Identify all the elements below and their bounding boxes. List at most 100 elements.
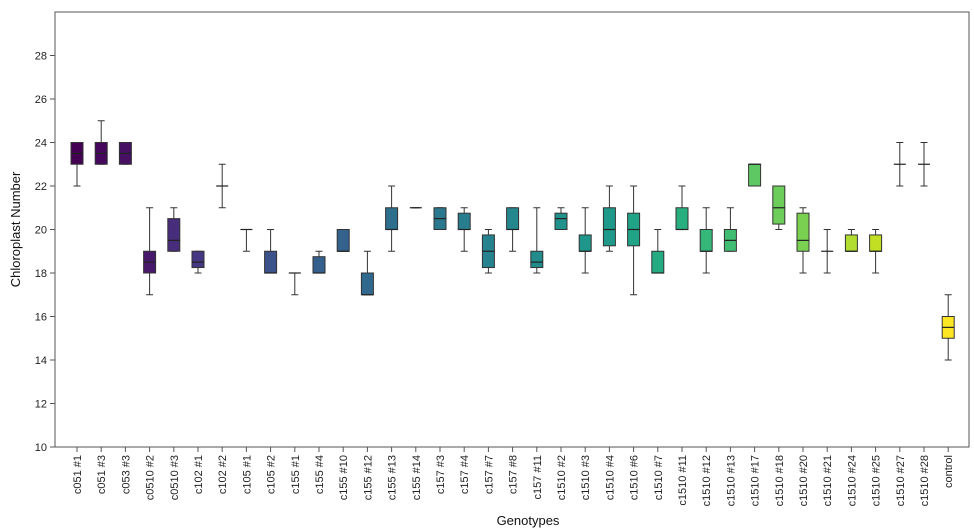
box-c157-3 — [433, 207, 447, 230]
x-tick-label: c1510 #20 — [798, 455, 810, 506]
x-tick-label: c102 #2 — [217, 455, 229, 494]
boxes-layer — [70, 120, 955, 361]
x-tick-label: c157 #3 — [435, 455, 447, 494]
x-tick-label: c1510 #6 — [629, 455, 641, 500]
x-tick-label: c102 #1 — [193, 455, 205, 494]
y-tick-label: 20 — [35, 225, 47, 237]
y-tick-label: 14 — [35, 355, 47, 367]
box-c102-1 — [191, 250, 205, 274]
box-c102-2 — [216, 163, 229, 209]
x-tick-label: c155 #10 — [338, 455, 350, 500]
box-c051-3 — [94, 120, 108, 165]
iqr-box — [506, 207, 520, 230]
x-tick-label: c157 #11 — [532, 455, 544, 499]
iqr-box — [360, 272, 374, 296]
iqr-box — [167, 218, 181, 252]
box-c1510-27 — [893, 142, 906, 187]
y-tick-label: 22 — [35, 181, 47, 193]
box-c053-3 — [118, 142, 132, 165]
box-c155-1 — [288, 272, 301, 296]
box-c1510-25 — [869, 229, 883, 274]
x-tick-label: c105 #2 — [266, 455, 278, 494]
iqr-box — [530, 250, 544, 269]
box-c155-12 — [360, 250, 374, 296]
box-c1510-24 — [844, 229, 858, 252]
box-c155-13 — [385, 185, 399, 252]
iqr-box — [336, 229, 350, 252]
box-c051-1 — [70, 142, 84, 187]
y-tick-label: 28 — [35, 51, 47, 63]
y-tick-label: 18 — [35, 268, 47, 280]
box-c1510-3 — [578, 207, 592, 274]
box-c1510-2 — [554, 207, 568, 230]
x-tick-label: c0510 #3 — [169, 455, 181, 500]
x-tick-label: c1510 #21 — [822, 455, 834, 506]
iqr-box — [699, 229, 713, 252]
box-c155-4 — [312, 250, 326, 274]
x-tick-label: c155 #14 — [411, 455, 423, 500]
box-c105-2 — [264, 229, 278, 274]
box-c155-10 — [336, 229, 350, 252]
box-c1510-6 — [627, 185, 641, 296]
iqr-box — [869, 234, 883, 252]
x-tick-label: c1510 #3 — [580, 455, 592, 500]
box-c0510-2 — [143, 207, 157, 296]
y-tick-label: 10 — [35, 442, 47, 454]
box-c157-4 — [457, 207, 471, 252]
box-c157-8 — [506, 207, 520, 252]
iqr-box — [675, 207, 689, 230]
iqr-box — [748, 163, 762, 187]
iqr-box — [602, 207, 616, 247]
box-c1510-12 — [699, 207, 713, 274]
x-tick-label: c1510 #25 — [871, 455, 883, 506]
iqr-box — [457, 212, 471, 230]
x-tick-label: c157 #4 — [459, 455, 471, 494]
box-control — [941, 294, 955, 361]
box-c0510-3 — [167, 207, 181, 252]
iqr-box — [844, 234, 858, 252]
x-tick-label: c1510 #4 — [604, 455, 616, 500]
x-tick-label: c1510 #24 — [846, 455, 858, 506]
y-tick-label: 24 — [35, 138, 47, 150]
x-tick-label: c157 #7 — [483, 455, 495, 494]
y-axis: 10 12 14 16 18 20 22 24 26 28 — [35, 51, 55, 454]
box-c157-7 — [481, 229, 495, 274]
x-tick-label: c155 #13 — [387, 455, 399, 500]
iqr-box — [772, 185, 786, 225]
x-tick-label: c1510 #2 — [556, 455, 568, 500]
x-tick-label: c1510 #27 — [895, 455, 907, 506]
box-c1510-28 — [918, 142, 930, 187]
x-tick-label: c1510 #17 — [750, 455, 762, 506]
box-c105-1 — [240, 228, 253, 252]
x-tick-label: c1510 #12 — [701, 455, 713, 506]
iqr-box — [796, 212, 810, 252]
iqr-box — [554, 212, 568, 230]
box-c157-11 — [530, 207, 544, 274]
y-tick-label: 12 — [35, 399, 47, 411]
x-tick-label: c155 #4 — [314, 455, 326, 494]
box-c1510-20 — [796, 207, 810, 274]
iqr-box — [312, 256, 326, 274]
box-c1510-7 — [651, 229, 665, 274]
x-tick-label: c1510 #11 — [677, 455, 689, 506]
iqr-box — [385, 207, 399, 230]
x-tick-label: c155 #12 — [362, 455, 374, 500]
box-c1510-13 — [723, 207, 737, 252]
x-tick-label: c053 #3 — [120, 455, 132, 494]
x-tick-label: c1510 #7 — [653, 455, 665, 500]
iqr-box — [578, 234, 592, 252]
x-tick-label: control — [943, 455, 955, 488]
x-tick-label: c051 #3 — [96, 455, 108, 494]
x-tick-label: c155 #1 — [290, 455, 302, 494]
box-c1510-21 — [821, 229, 834, 274]
iqr-box — [191, 250, 205, 269]
y-tick-label: 16 — [35, 312, 47, 324]
x-tick-label: c0510 #2 — [145, 455, 157, 500]
x-tick-label: c1510 #28 — [919, 455, 931, 506]
box-c1510-4 — [602, 185, 616, 252]
x-axis-title: Genotypes — [497, 513, 560, 528]
x-tick-label: c105 #1 — [241, 455, 253, 494]
x-tick-label: c1510 #13 — [725, 455, 737, 506]
box-c1510-17 — [748, 163, 762, 187]
